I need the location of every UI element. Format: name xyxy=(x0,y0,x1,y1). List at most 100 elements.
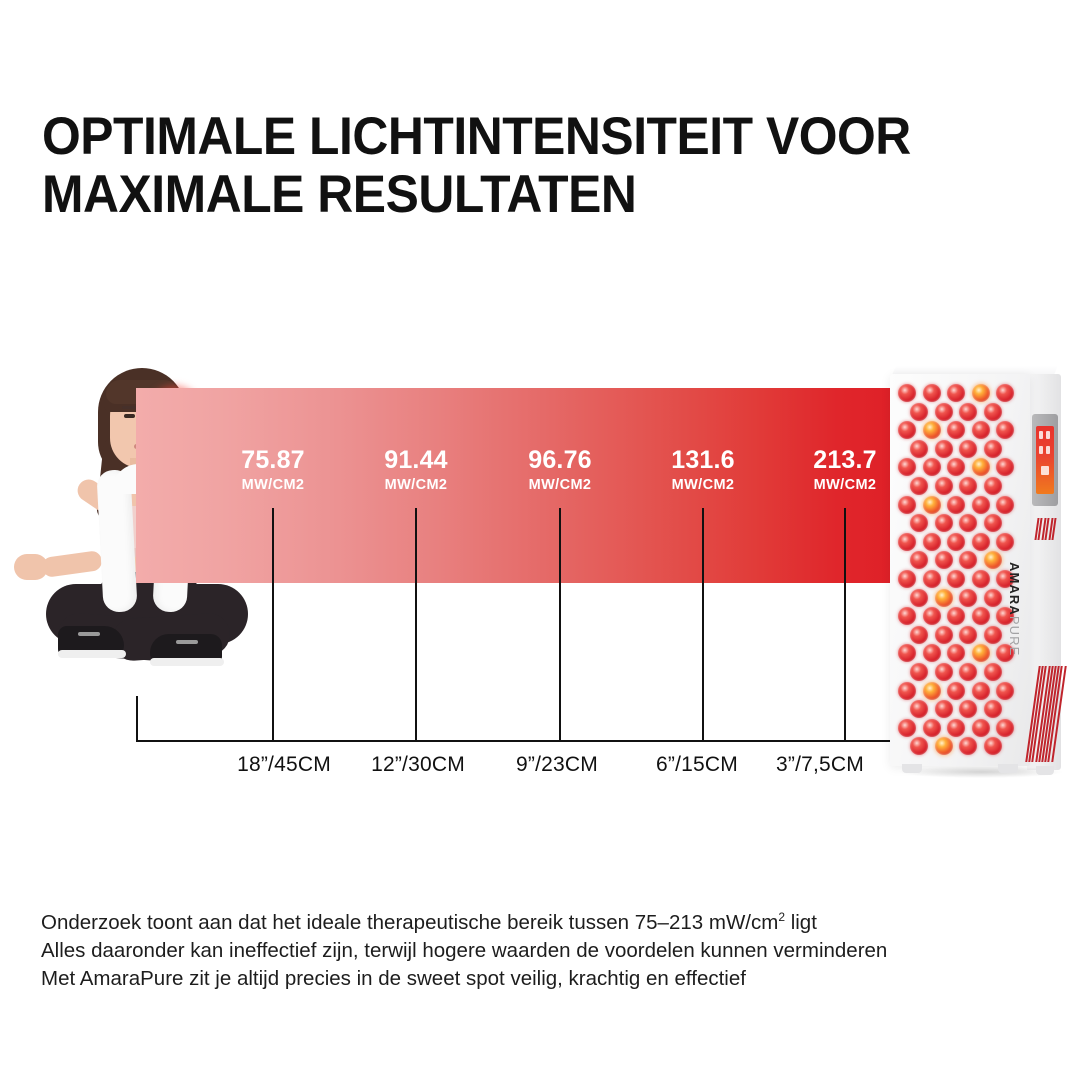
value-label-3: 131.6 MW/CM2 xyxy=(671,446,735,495)
led-bulb xyxy=(910,551,928,570)
red-light-glow xyxy=(146,386,202,476)
led-bulb xyxy=(971,718,990,737)
led-bulb xyxy=(983,700,1002,719)
eyebrow-left xyxy=(122,406,136,409)
led-bulb xyxy=(934,737,953,756)
led-bulb xyxy=(898,644,916,663)
footer-line-3: Met AmaraPure zit je altijd precies in d… xyxy=(41,966,746,990)
value-label-4: 213.7 MW/CM2 xyxy=(813,446,877,495)
led-bulb xyxy=(959,402,977,421)
led-bulb xyxy=(947,421,965,440)
led-bulb xyxy=(898,384,916,402)
brand-primary: AMARA xyxy=(1007,562,1022,616)
led-bulb xyxy=(934,514,953,533)
footer-line-1-text-a: Onderzoek toont aan dat het ideale thera… xyxy=(41,910,779,934)
value-number-3: 131.6 xyxy=(671,446,735,474)
value-number-1: 91.44 xyxy=(384,446,448,474)
led-bulb xyxy=(947,384,965,402)
led-bulb xyxy=(959,700,977,719)
value-number-4: 213.7 xyxy=(813,446,877,474)
eye-left xyxy=(124,414,135,418)
footer-line-1-text-b: ligt xyxy=(785,910,817,934)
led-bulb xyxy=(934,588,953,607)
led-bulb xyxy=(983,514,1002,533)
led-bulb xyxy=(947,458,965,477)
panel-foot-2 xyxy=(998,764,1018,773)
led-bulb xyxy=(922,718,941,737)
hand-right xyxy=(240,554,274,580)
led-bulb xyxy=(922,607,941,626)
led-bulb xyxy=(910,439,928,458)
led-bulb xyxy=(910,663,928,681)
led-bulb xyxy=(910,588,928,607)
led-bulb xyxy=(971,495,990,514)
led-bulb xyxy=(934,700,953,719)
led-bulb xyxy=(898,495,916,514)
led-grid xyxy=(896,384,1024,756)
footer-copy: Onderzoek toont aan dat het ideale thera… xyxy=(41,903,1051,993)
led-bulb xyxy=(983,477,1002,495)
value-unit-1: MW/CM2 xyxy=(384,477,448,493)
led-bulb xyxy=(947,570,965,588)
red-light-therapy-panel: AMARAPURE xyxy=(890,366,1080,784)
led-bulb xyxy=(947,718,965,737)
led-bulb xyxy=(910,737,928,756)
control-panel-display[interactable] xyxy=(1036,426,1054,494)
led-bulb xyxy=(947,532,965,551)
led-bulb xyxy=(996,532,1014,551)
led-bulb xyxy=(922,681,941,700)
led-bulb xyxy=(983,551,1002,570)
shoe-left-sole xyxy=(58,650,126,658)
led-bulb xyxy=(959,625,977,644)
led-bulb xyxy=(934,625,953,644)
panel-vent-small xyxy=(1034,518,1057,540)
display-icon-4 xyxy=(1046,446,1050,454)
tick-stem-3 xyxy=(702,508,704,742)
tick-stem-1 xyxy=(415,508,417,742)
led-bulb xyxy=(947,607,965,626)
display-icon-2 xyxy=(1046,431,1050,439)
led-bulb xyxy=(922,532,941,551)
led-bulb xyxy=(983,402,1002,421)
distance-label-4: 3”/7,5CM xyxy=(776,753,864,776)
led-bulb xyxy=(971,644,990,663)
led-bulb xyxy=(959,551,977,570)
page-title: OPTIMALE LICHTINTENSITEIT VOOR MAXIMALE … xyxy=(42,108,982,224)
led-bulb xyxy=(959,477,977,495)
led-bulb xyxy=(922,570,941,588)
arm-left-fore xyxy=(40,549,104,579)
led-bulb xyxy=(898,421,916,440)
led-bulb xyxy=(996,384,1014,402)
value-unit-2: MW/CM2 xyxy=(528,477,592,493)
led-bulb xyxy=(934,663,953,681)
distance-label-3: 6”/15CM xyxy=(656,753,738,776)
led-bulb xyxy=(922,384,941,402)
led-bulb xyxy=(910,402,928,421)
led-bulb xyxy=(922,458,941,477)
display-icon-5 xyxy=(1041,466,1049,475)
tick-stem-2 xyxy=(559,508,561,742)
led-bulb xyxy=(934,551,953,570)
panel-vent-large xyxy=(1025,666,1067,762)
led-bulb xyxy=(971,570,990,588)
distance-label-2: 9”/23CM xyxy=(516,753,598,776)
led-bulb xyxy=(971,681,990,700)
led-bulb xyxy=(996,570,1014,588)
led-bulb xyxy=(934,402,953,421)
led-bulb xyxy=(983,625,1002,644)
led-bulb xyxy=(983,737,1002,756)
value-label-2: 96.76 MW/CM2 xyxy=(528,446,592,495)
hand-left xyxy=(14,554,48,580)
led-bulb xyxy=(898,718,916,737)
led-bulb xyxy=(947,681,965,700)
led-bulb xyxy=(996,458,1014,477)
display-icon-3 xyxy=(1039,446,1043,454)
led-bulb xyxy=(971,384,990,402)
shoe-right-sole xyxy=(150,658,224,666)
led-bulb xyxy=(947,644,965,663)
page-title-line-1: OPTIMALE LICHTINTENSITEIT VOOR xyxy=(42,107,911,166)
led-bulb xyxy=(959,663,977,681)
led-bulb xyxy=(959,737,977,756)
value-unit-4: MW/CM2 xyxy=(813,477,877,493)
led-bulb xyxy=(959,439,977,458)
